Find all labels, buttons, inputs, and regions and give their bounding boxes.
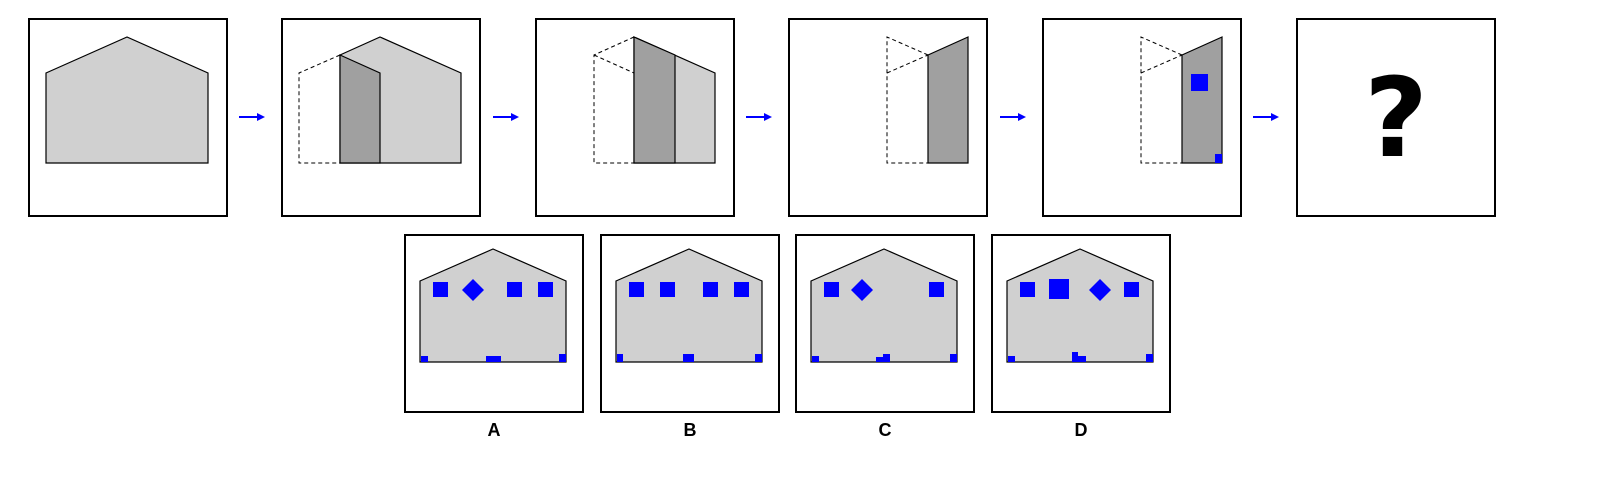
option-a-panel[interactable] bbox=[404, 234, 584, 413]
option-c-panel[interactable] bbox=[795, 234, 975, 413]
option-a-label: A bbox=[487, 420, 501, 440]
corner-notch-marker bbox=[1215, 154, 1222, 163]
option-d-label: D bbox=[1074, 420, 1088, 440]
arrow-icon bbox=[1253, 113, 1279, 121]
sequence-step-1 bbox=[28, 18, 228, 217]
option-c-label: C bbox=[878, 420, 892, 440]
sequence-step-answer: ? bbox=[1296, 18, 1496, 217]
sequence-step-5 bbox=[1042, 18, 1242, 217]
square-hole-marker bbox=[1191, 74, 1208, 91]
option-b-figure bbox=[615, 248, 763, 363]
option-d-figure bbox=[1006, 248, 1154, 363]
sequence-step-3 bbox=[535, 18, 735, 217]
step-3-figure bbox=[593, 36, 716, 164]
arrow-icon bbox=[1000, 113, 1026, 121]
arrow-icon bbox=[239, 113, 265, 121]
step-2-figure bbox=[298, 36, 462, 164]
option-b-label: B bbox=[683, 420, 697, 440]
step-5-figure bbox=[1140, 36, 1223, 164]
arrow-icon bbox=[493, 113, 519, 121]
step-4-figure bbox=[886, 36, 969, 164]
option-a-figure bbox=[419, 248, 567, 363]
option-b-panel[interactable] bbox=[600, 234, 780, 413]
option-c-figure bbox=[810, 248, 958, 363]
step-1-figure bbox=[45, 36, 209, 164]
arrow-icon bbox=[746, 113, 772, 121]
sequence-step-4 bbox=[788, 18, 988, 217]
sequence-step-2 bbox=[281, 18, 481, 217]
option-d-panel[interactable] bbox=[991, 234, 1171, 413]
question-mark: ? bbox=[1364, 53, 1428, 182]
